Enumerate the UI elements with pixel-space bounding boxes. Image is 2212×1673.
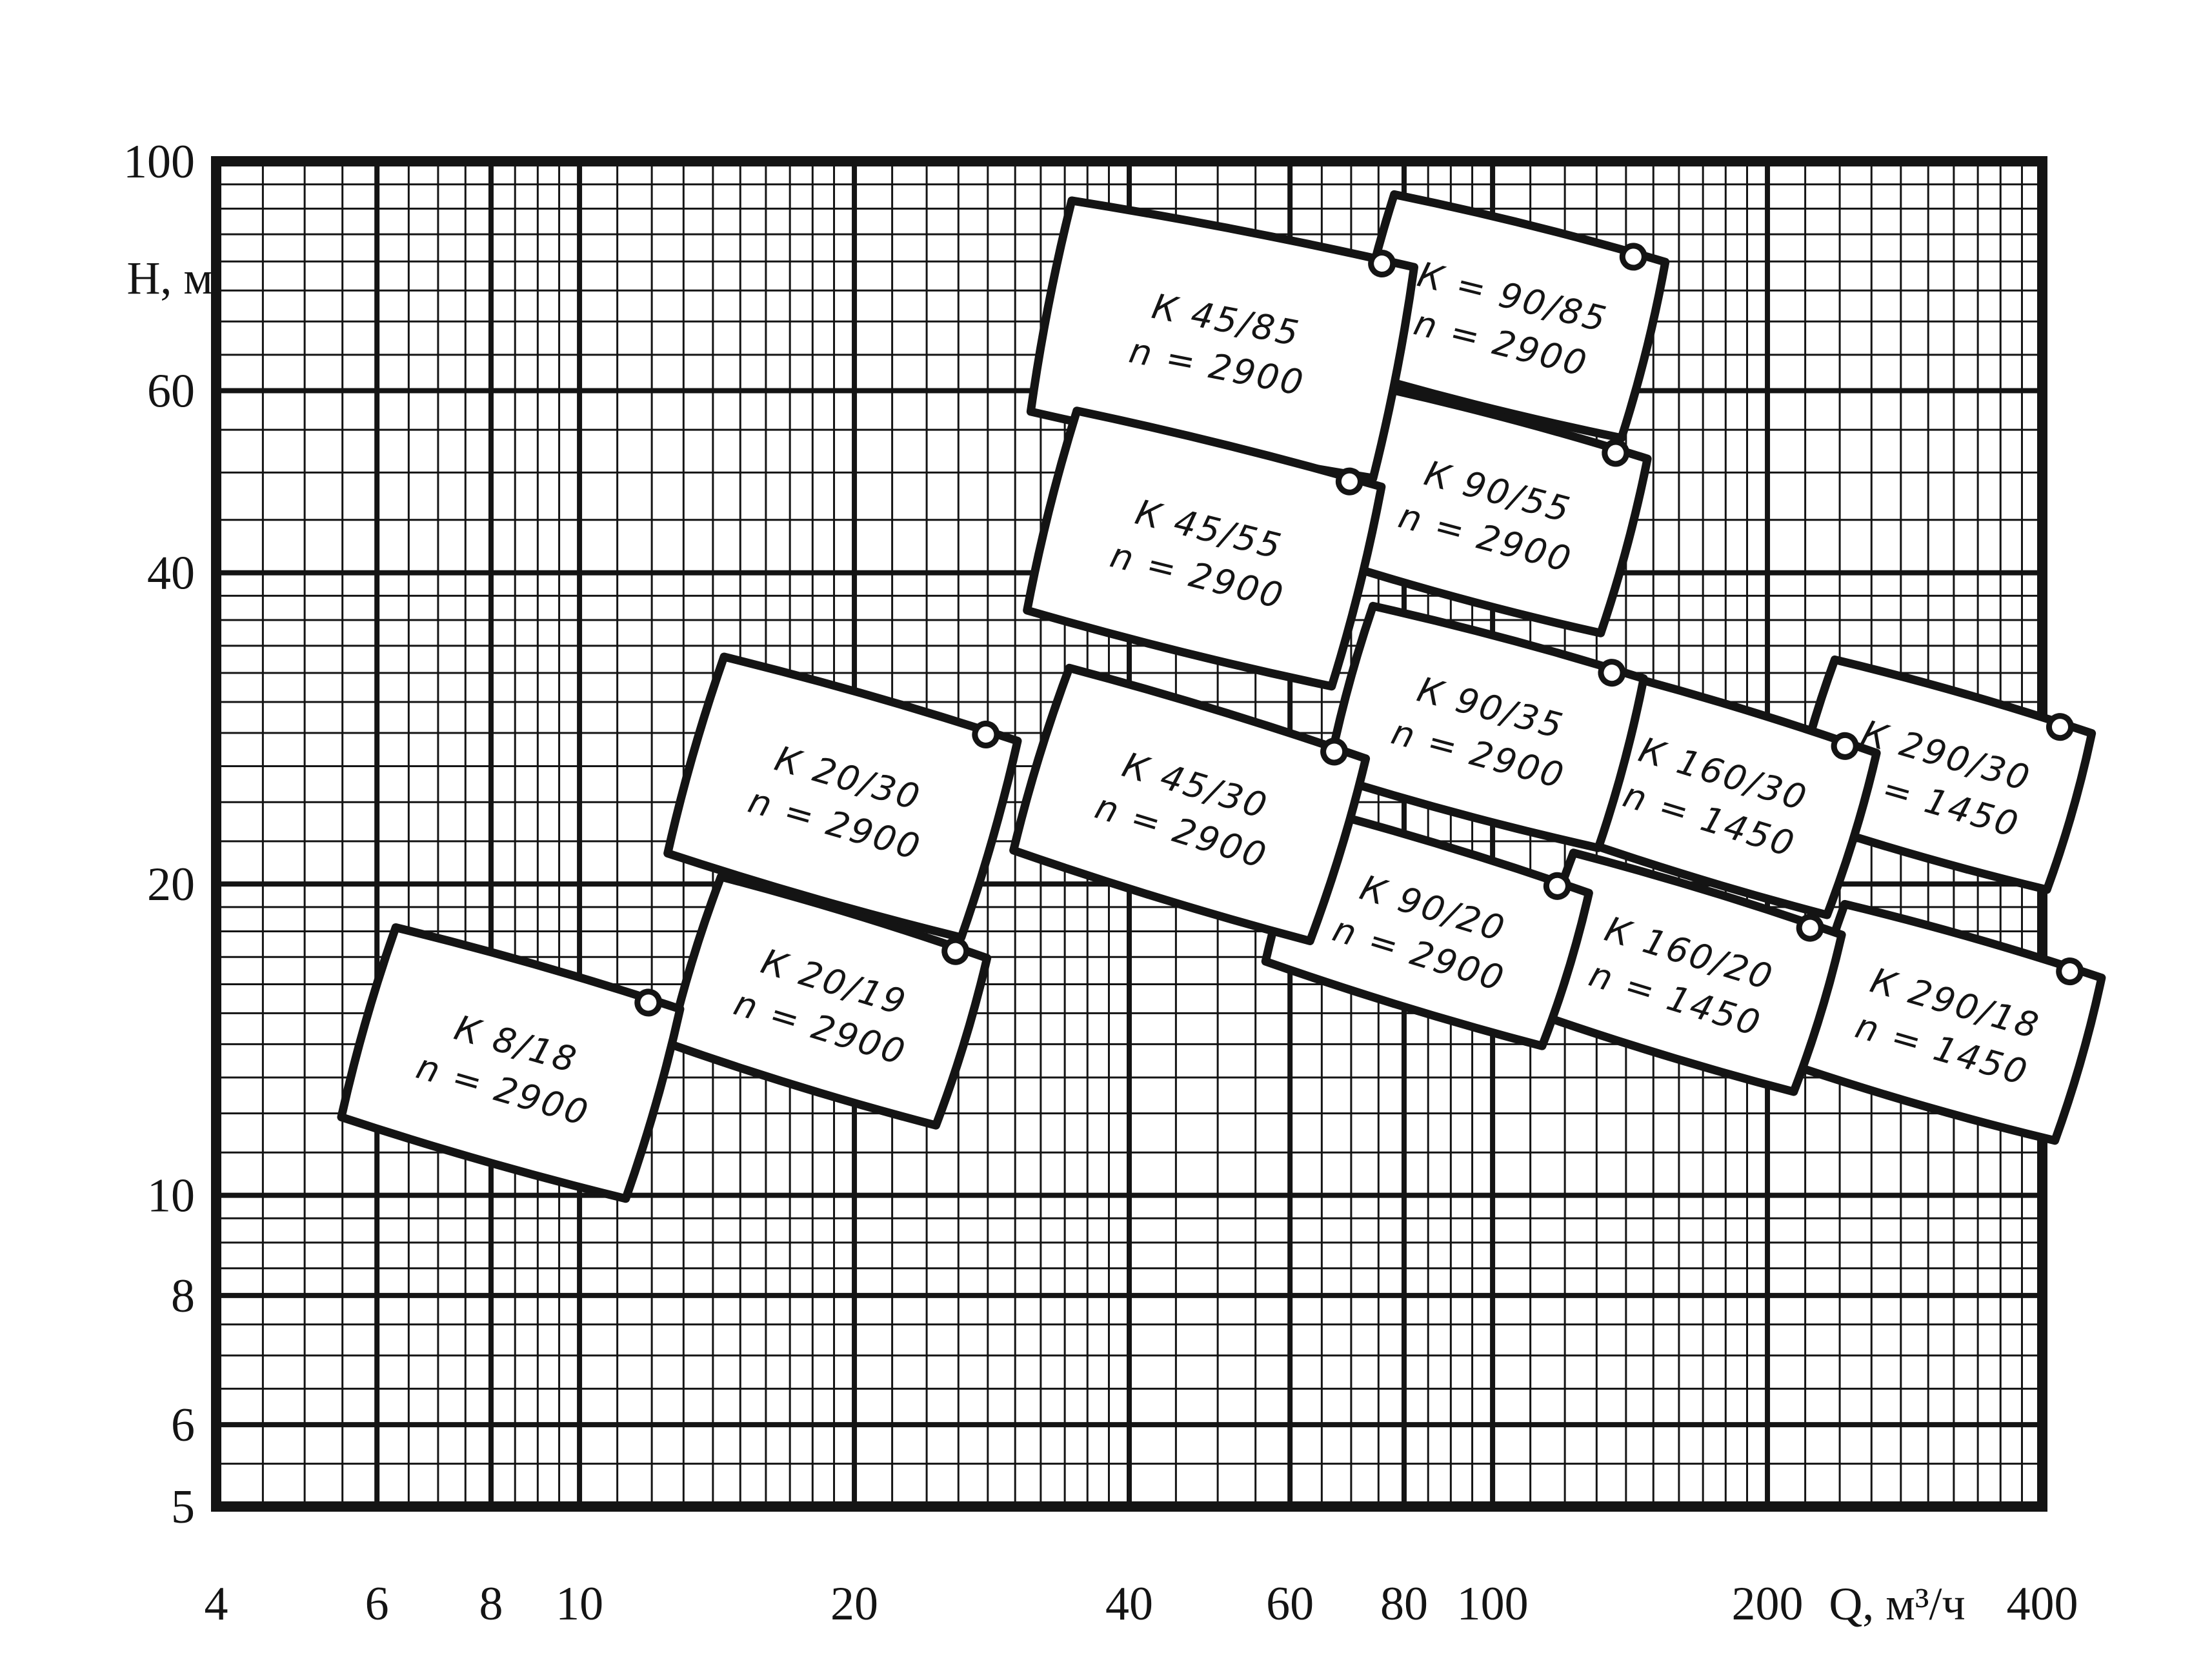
y-tick-label: 40 [147,547,195,600]
pump-field-outline [337,923,685,1203]
y-tick-label: 60 [147,365,195,418]
field-corner-ring-icon [1831,732,1859,760]
y-tick-label: 20 [147,858,195,911]
x-tick-label: 200 [1732,1578,1804,1630]
field-corner-ring-icon [2056,957,2084,986]
pump-field: К 20/30n = 2900 [663,652,1022,942]
y-tick-label: 10 [147,1170,195,1223]
pump-field-outline [1009,663,1371,946]
x-axis-tick-labels: 4 6 8 10 20 40 60 80 100 200 400 [205,1578,2078,1630]
pump-field-outline [1026,196,1419,483]
field-corner-ring-icon [1320,737,1349,766]
field-corner-ring-icon [1543,872,1571,900]
x-tick-label: 10 [556,1578,603,1630]
x-tick-label: 8 [479,1578,503,1630]
x-tick-label: 80 [1380,1578,1428,1630]
x-tick-label: 60 [1266,1578,1314,1630]
x-tick-label: 4 [205,1578,228,1630]
pump-field: К 160/20n = 1450 [1521,848,1846,1096]
y-tick-label: 6 [171,1399,195,1452]
field-corner-ring-icon [1598,659,1626,687]
grid [214,159,2045,1509]
pump-field-outline [1323,601,1648,852]
pump-field: К 160/30n = 1450 [1554,666,1881,919]
field-corner-ring-icon [1796,914,1824,942]
pump-field: К 20/19n = 2900 [665,872,992,1130]
y-axis-title: Н, м [126,252,213,304]
x-tick-label: 20 [830,1578,878,1630]
y-tick-label: 8 [171,1270,195,1323]
field-corner-ring-icon [1602,439,1630,467]
field-corner-ring-icon [1368,249,1396,277]
y-axis-tick-labels: 100 60 40 20 10 8 6 5 [123,135,195,1534]
pump-field: К 8/18n = 2900 [337,923,685,1203]
field-corner-ring-icon [2046,713,2074,741]
pump-field: К 90/35n = 2900 [1323,601,1648,852]
pump-field: К 45/55n = 2900 [1023,406,1386,691]
x-tick-label: 400 [2007,1578,2078,1630]
pump-field: К 45/30n = 2900 [1009,663,1371,946]
x-tick-label: 40 [1105,1578,1153,1630]
pump-field-outline [663,652,1022,942]
pump-field: К 90/55n = 2900 [1334,384,1652,637]
pump-field: К 45/85n = 2900 [1026,196,1419,483]
field-corner-ring-icon [972,720,1000,748]
x-tick-label: 6 [365,1578,389,1630]
field-corner-ring-icon [1335,467,1363,496]
pump-field-outline [1023,406,1386,691]
y-tick-label: 100 [123,135,195,188]
x-axis-title: Q, м³/ч [1829,1578,1965,1630]
x-tick-label: 100 [1457,1578,1529,1630]
pump-field: К 90/20n = 2900 [1261,804,1593,1050]
field-corner-ring-icon [634,988,663,1017]
pump-field-outline [665,872,992,1130]
y-tick-label: 5 [171,1481,195,1534]
field-corner-ring-icon [1619,243,1647,271]
field-corner-ring-icon [941,937,970,965]
